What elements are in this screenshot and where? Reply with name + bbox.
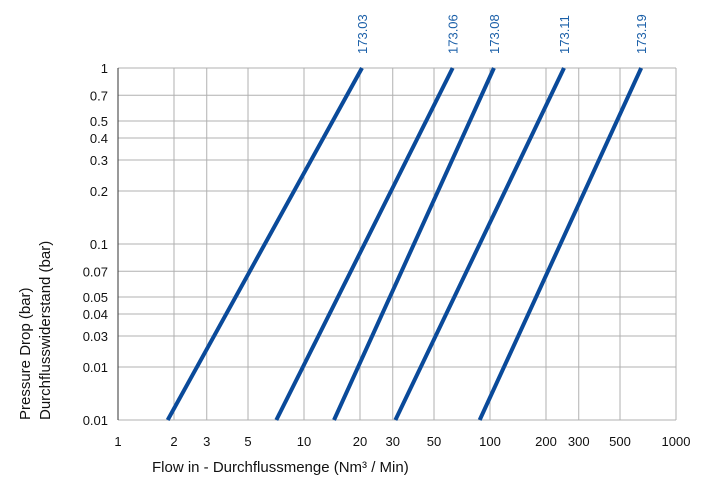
x-tick-labels: 1 2 3 5 10 20 30 50 100 200 300 500 1000	[114, 434, 690, 449]
y-tick-label: 0.05	[83, 290, 108, 305]
y-tick-label: 0.03	[83, 329, 108, 344]
x-tick-label: 5	[244, 434, 251, 449]
x-tick-label: 200	[535, 434, 557, 449]
series-label: 173.08	[487, 14, 502, 54]
y-tick-label: 0.5	[90, 114, 108, 129]
x-tick-label: 3	[203, 434, 210, 449]
y-tick-label: 0.1	[90, 237, 108, 252]
x-tick-label: 30	[386, 434, 400, 449]
grid-lines	[117, 67, 677, 421]
series-line-173-11	[393, 67, 566, 421]
series-label: 173.06	[446, 14, 461, 54]
series-line-173-06	[274, 67, 455, 421]
x-tick-label: 500	[609, 434, 631, 449]
y-tick-label: 0.04	[83, 307, 108, 322]
y-axis-title-line1: Pressure Drop (bar)	[17, 287, 34, 420]
y-tick-label: 0.4	[90, 131, 108, 146]
x-tick-label: 1	[114, 434, 121, 449]
y-tick-label: 0.01	[83, 413, 108, 428]
series-label: 173.19	[634, 14, 649, 54]
x-tick-label: 1000	[662, 434, 691, 449]
x-tick-label: 10	[297, 434, 311, 449]
series-line-173-03	[165, 67, 364, 421]
x-tick-label: 100	[479, 434, 501, 449]
y-tick-label: 0.07	[83, 264, 108, 279]
series-label: 173.11	[557, 15, 572, 54]
y-tick-label: 1	[101, 61, 108, 76]
series-line-173-08	[332, 67, 496, 421]
series-label: 173.03	[355, 14, 370, 54]
y-tick-label: 0.7	[90, 88, 108, 103]
x-tick-label: 50	[427, 434, 441, 449]
series-lines	[165, 67, 644, 421]
y-tick-labels: 1 0.7 0.5 0.4 0.3 0.2 0.1 0.07 0.05 0.04 0.03 0.01 0…	[83, 61, 108, 428]
x-axis-title: Flow in - Durchflussmenge (Nm³ / Min)	[152, 459, 409, 476]
y-tick-label: 0.2	[90, 184, 108, 199]
y-axis-title-line2: Durchflusswiderstand (bar)	[37, 241, 54, 420]
x-tick-label: 2	[170, 434, 177, 449]
series-labels: 173.03 173.06 173.08 173.11 173.19	[355, 14, 649, 54]
series-line-173-19	[477, 67, 644, 421]
y-tick-label: 0.01	[83, 360, 108, 375]
x-tick-label: 20	[353, 434, 367, 449]
x-tick-label: 300	[568, 434, 590, 449]
y-tick-label: 0.3	[90, 153, 108, 168]
